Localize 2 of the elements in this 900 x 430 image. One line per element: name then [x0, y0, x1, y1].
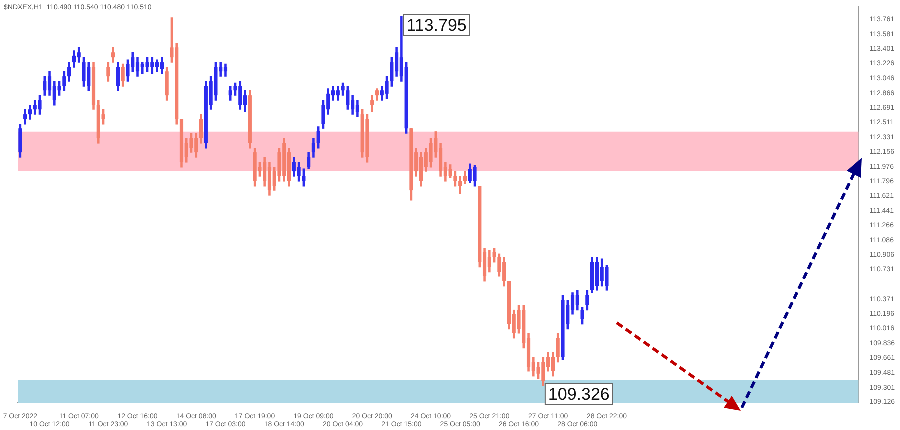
annotation: 109.326 — [548, 384, 610, 404]
annotation: 113.795 — [406, 16, 467, 35]
